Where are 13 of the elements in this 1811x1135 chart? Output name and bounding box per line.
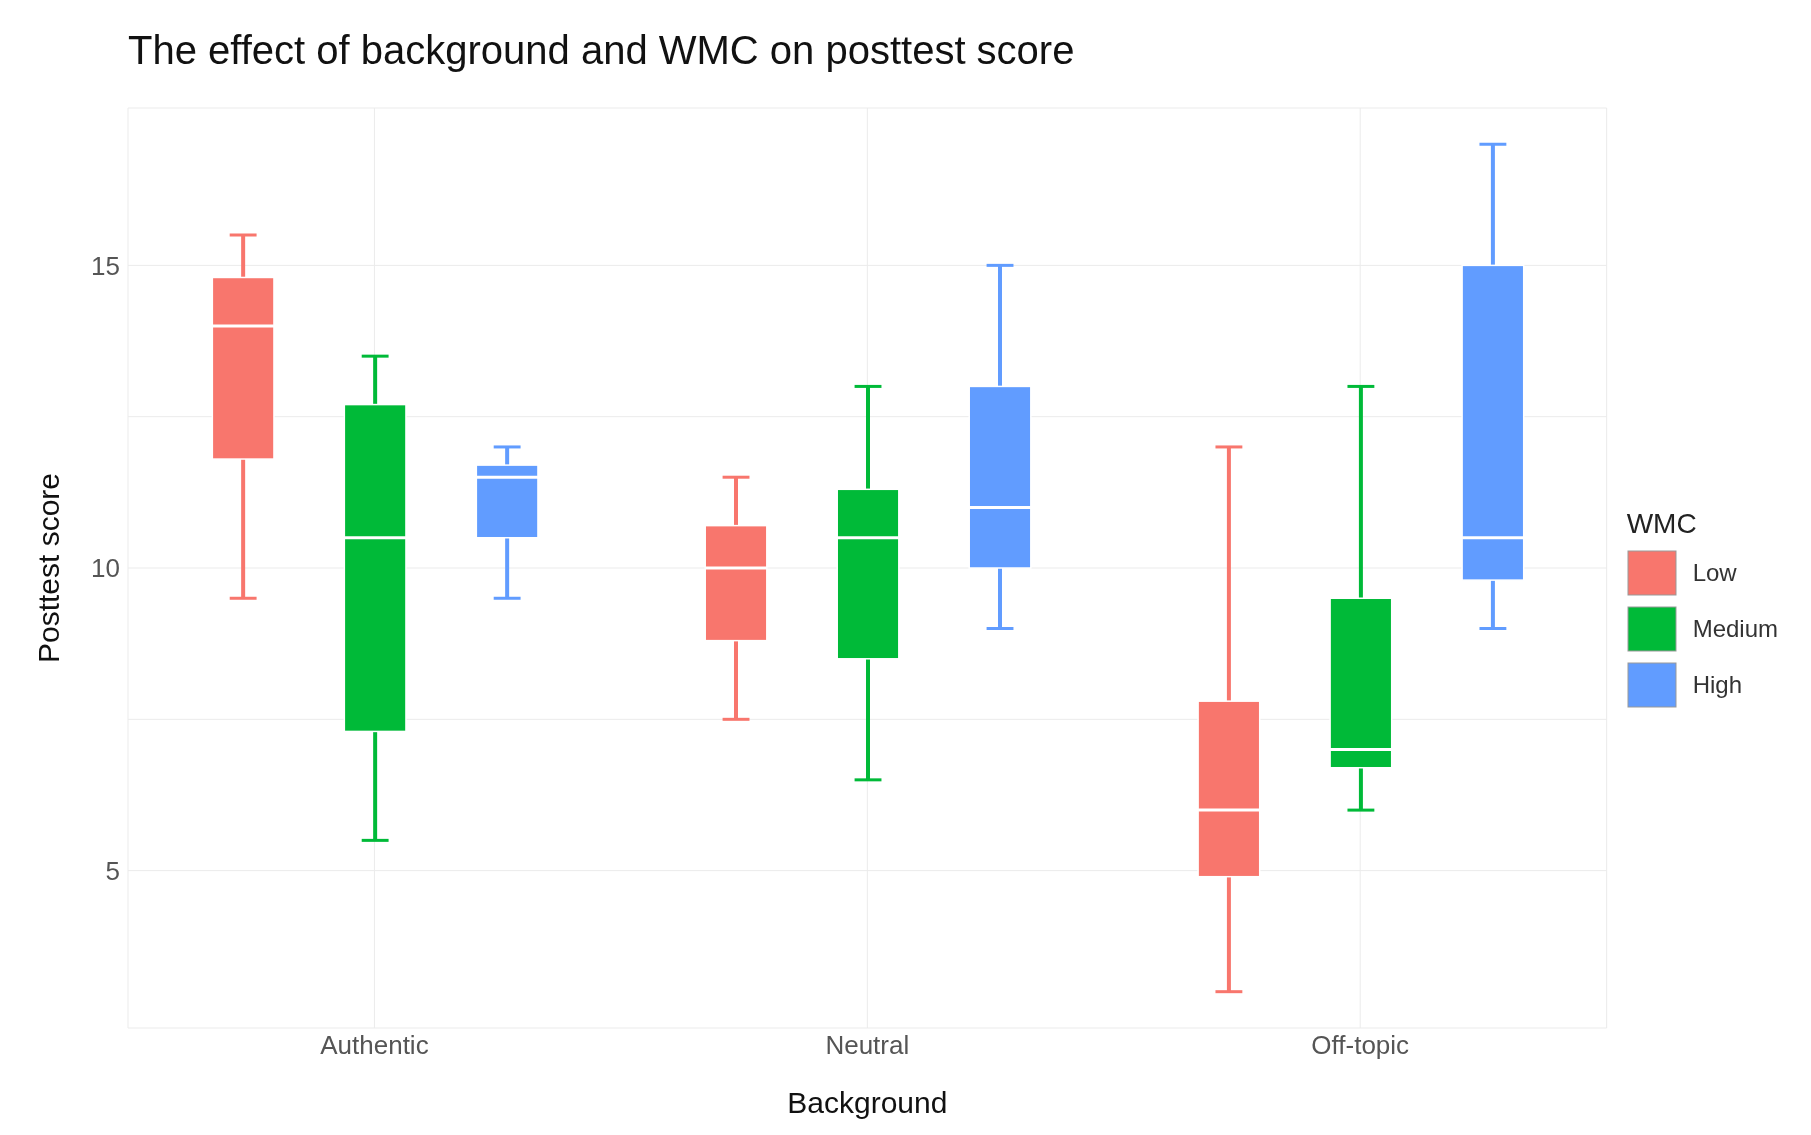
legend-label: Low	[1692, 559, 1737, 587]
y-tick-label: 15	[91, 250, 120, 281]
y-axis-title: Posttest score	[31, 472, 65, 664]
y-tick-label: 5	[105, 855, 120, 886]
x-axis-title: Background	[787, 1086, 948, 1119]
legend-label: Medium	[1692, 615, 1778, 643]
y-tick-label: 10	[91, 553, 120, 584]
legend-label: High	[1692, 671, 1742, 699]
x-tick-label: Authentic	[320, 1030, 429, 1061]
x-tick-label: Neutral	[825, 1030, 910, 1061]
x-tick-label: Off-topic	[1311, 1030, 1410, 1061]
chart-title: The effect of background and WMC on posttest score	[127, 27, 1076, 74]
legend-title: WMC	[1626, 508, 1698, 540]
